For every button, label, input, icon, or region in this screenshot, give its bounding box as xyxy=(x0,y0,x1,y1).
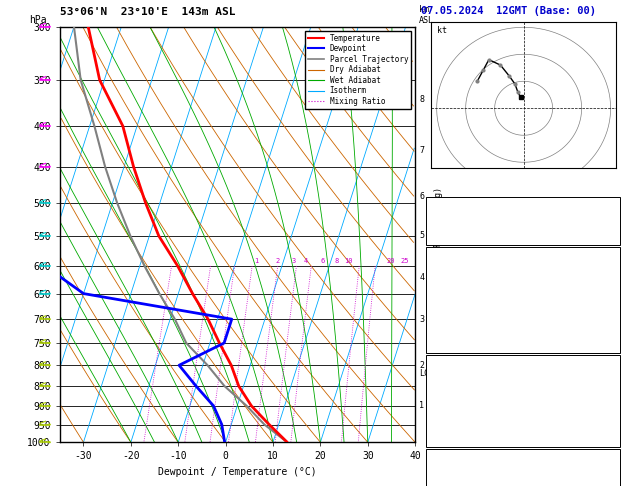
Text: 5: 5 xyxy=(420,231,425,241)
Text: Most Unstable: Most Unstable xyxy=(485,359,562,369)
Text: CAPE (J): CAPE (J) xyxy=(430,324,477,334)
Text: kt: kt xyxy=(437,26,447,35)
Text: 6: 6 xyxy=(320,258,325,264)
Text: 4: 4 xyxy=(420,273,425,282)
Text: 13: 13 xyxy=(604,266,616,276)
Text: CIN (J): CIN (J) xyxy=(430,432,471,442)
Text: 07.05.2024  12GMT (Base: 00): 07.05.2024 12GMT (Base: 00) xyxy=(421,5,596,16)
Text: 4: 4 xyxy=(303,258,308,264)
Text: 296: 296 xyxy=(599,295,616,305)
Text: 31: 31 xyxy=(604,482,616,486)
Text: 2: 2 xyxy=(275,258,279,264)
Text: -0.2: -0.2 xyxy=(593,280,616,290)
Text: 36: 36 xyxy=(604,217,616,226)
Text: 2: 2 xyxy=(420,361,425,370)
Text: Mixing Ratio (g/kg): Mixing Ratio (g/kg) xyxy=(434,187,443,282)
Text: 0.97: 0.97 xyxy=(593,231,616,241)
X-axis label: Dewpoint / Temperature (°C): Dewpoint / Temperature (°C) xyxy=(158,467,317,477)
Text: Hodograph: Hodograph xyxy=(497,452,550,462)
Text: Lifted Index: Lifted Index xyxy=(430,403,501,413)
Legend: Temperature, Dewpoint, Parcel Trajectory, Dry Adiabat, Wet Adiabat, Isotherm, Mi: Temperature, Dewpoint, Parcel Trajectory… xyxy=(305,31,411,109)
Text: Totals Totals: Totals Totals xyxy=(430,217,506,226)
Text: θε(K): θε(K) xyxy=(430,295,460,305)
Text: θε (K): θε (K) xyxy=(430,388,465,398)
Text: 7: 7 xyxy=(420,146,425,156)
Text: © weatheronline.co.uk: © weatheronline.co.uk xyxy=(429,474,534,484)
Text: 25: 25 xyxy=(401,258,409,264)
Text: PW (cm): PW (cm) xyxy=(430,231,471,241)
Text: 0: 0 xyxy=(611,432,616,442)
Text: 10: 10 xyxy=(604,310,616,319)
Text: 3: 3 xyxy=(292,258,296,264)
Text: LCL: LCL xyxy=(420,369,435,378)
Text: Pressure (mb): Pressure (mb) xyxy=(430,374,506,383)
Text: 5: 5 xyxy=(611,202,616,212)
Text: 5: 5 xyxy=(611,324,616,334)
Text: 296: 296 xyxy=(599,388,616,398)
Text: km
ASL: km ASL xyxy=(419,5,433,25)
Text: 1009: 1009 xyxy=(593,374,616,383)
Text: Surface: Surface xyxy=(503,251,544,261)
Text: 6: 6 xyxy=(420,191,425,201)
Text: 1: 1 xyxy=(253,258,258,264)
Text: K: K xyxy=(430,202,436,212)
Text: 20: 20 xyxy=(387,258,395,264)
Text: Temp (°C): Temp (°C) xyxy=(430,266,483,276)
Text: Dewp (°C): Dewp (°C) xyxy=(430,280,483,290)
Text: 0: 0 xyxy=(611,339,616,348)
Text: 10: 10 xyxy=(344,258,352,264)
Text: 8: 8 xyxy=(334,258,338,264)
Text: EH: EH xyxy=(430,467,442,477)
Text: 8: 8 xyxy=(420,95,425,104)
Text: -17: -17 xyxy=(599,467,616,477)
Text: 53°06'N  23°10'E  143m ASL: 53°06'N 23°10'E 143m ASL xyxy=(60,7,235,17)
Text: hPa: hPa xyxy=(30,15,47,25)
Text: Lifted Index: Lifted Index xyxy=(430,310,501,319)
Text: CAPE (J): CAPE (J) xyxy=(430,417,477,427)
Text: 10: 10 xyxy=(604,403,616,413)
Text: CIN (J): CIN (J) xyxy=(430,339,471,348)
Text: 3: 3 xyxy=(420,314,425,324)
Text: 1: 1 xyxy=(420,401,425,410)
Text: SREH: SREH xyxy=(430,482,454,486)
Text: 5: 5 xyxy=(611,417,616,427)
